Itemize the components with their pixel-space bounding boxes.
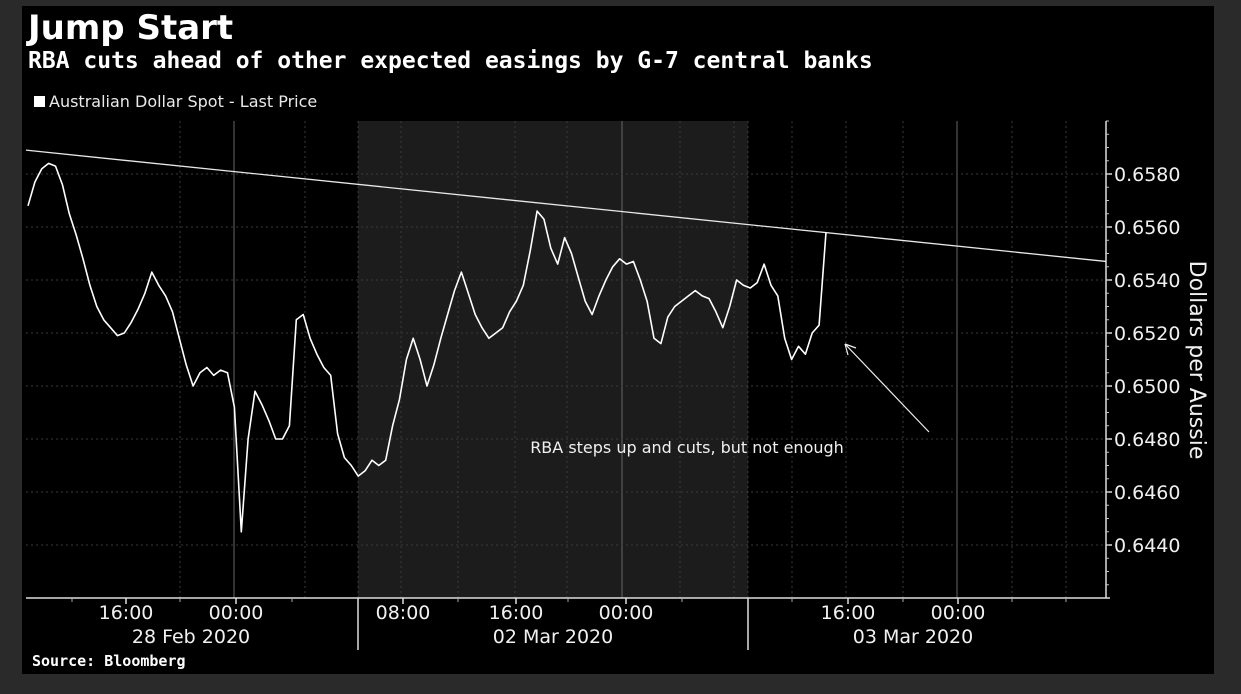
price-line bbox=[27, 162, 827, 533]
y-tick-label: 0.6560 bbox=[1114, 217, 1180, 239]
y-tick-label: 0.6480 bbox=[1114, 429, 1180, 451]
annotation-arrow bbox=[844, 343, 930, 433]
x-tick-label: 08:00 bbox=[376, 602, 431, 624]
y-tick-label: 0.6440 bbox=[1114, 535, 1180, 557]
source-note: Source: Bloomberg bbox=[32, 652, 186, 670]
legend-swatch bbox=[34, 96, 45, 107]
y-tick-label: 0.6500 bbox=[1114, 376, 1180, 398]
chart-subtitle: RBA cuts ahead of other expected easings… bbox=[28, 48, 873, 74]
x-date-label: 02 Mar 2020 bbox=[493, 626, 613, 648]
y-tick-label: 0.6580 bbox=[1114, 164, 1180, 186]
annotation-text: RBA steps up and cuts, but not enough bbox=[530, 438, 844, 457]
legend: Australian Dollar Spot - Last Price bbox=[34, 92, 317, 111]
legend-label: Australian Dollar Spot - Last Price bbox=[49, 92, 318, 111]
x-tick-label: 00:00 bbox=[599, 602, 654, 624]
x-tick-label: 16:00 bbox=[821, 602, 876, 624]
x-tick-label: 00:00 bbox=[209, 602, 264, 624]
y-tick-label: 0.6520 bbox=[1114, 323, 1180, 345]
x-tick-label: 00:00 bbox=[931, 602, 986, 624]
y-tick-label: 0.6540 bbox=[1114, 270, 1180, 292]
shaded-session bbox=[358, 121, 748, 598]
annotation-arrowhead bbox=[844, 343, 857, 356]
x-tick-label: 16:00 bbox=[489, 602, 544, 624]
x-tick-label: 16:00 bbox=[99, 602, 154, 624]
x-date-label: 03 Mar 2020 bbox=[853, 626, 973, 648]
x-date-label: 28 Feb 2020 bbox=[132, 626, 250, 648]
y-tick-label: 0.6460 bbox=[1114, 482, 1180, 504]
chart-title: Jump Start bbox=[28, 8, 234, 48]
trendline bbox=[25, 149, 1107, 263]
y-axis-label: Dollars per Aussie bbox=[1184, 261, 1209, 460]
